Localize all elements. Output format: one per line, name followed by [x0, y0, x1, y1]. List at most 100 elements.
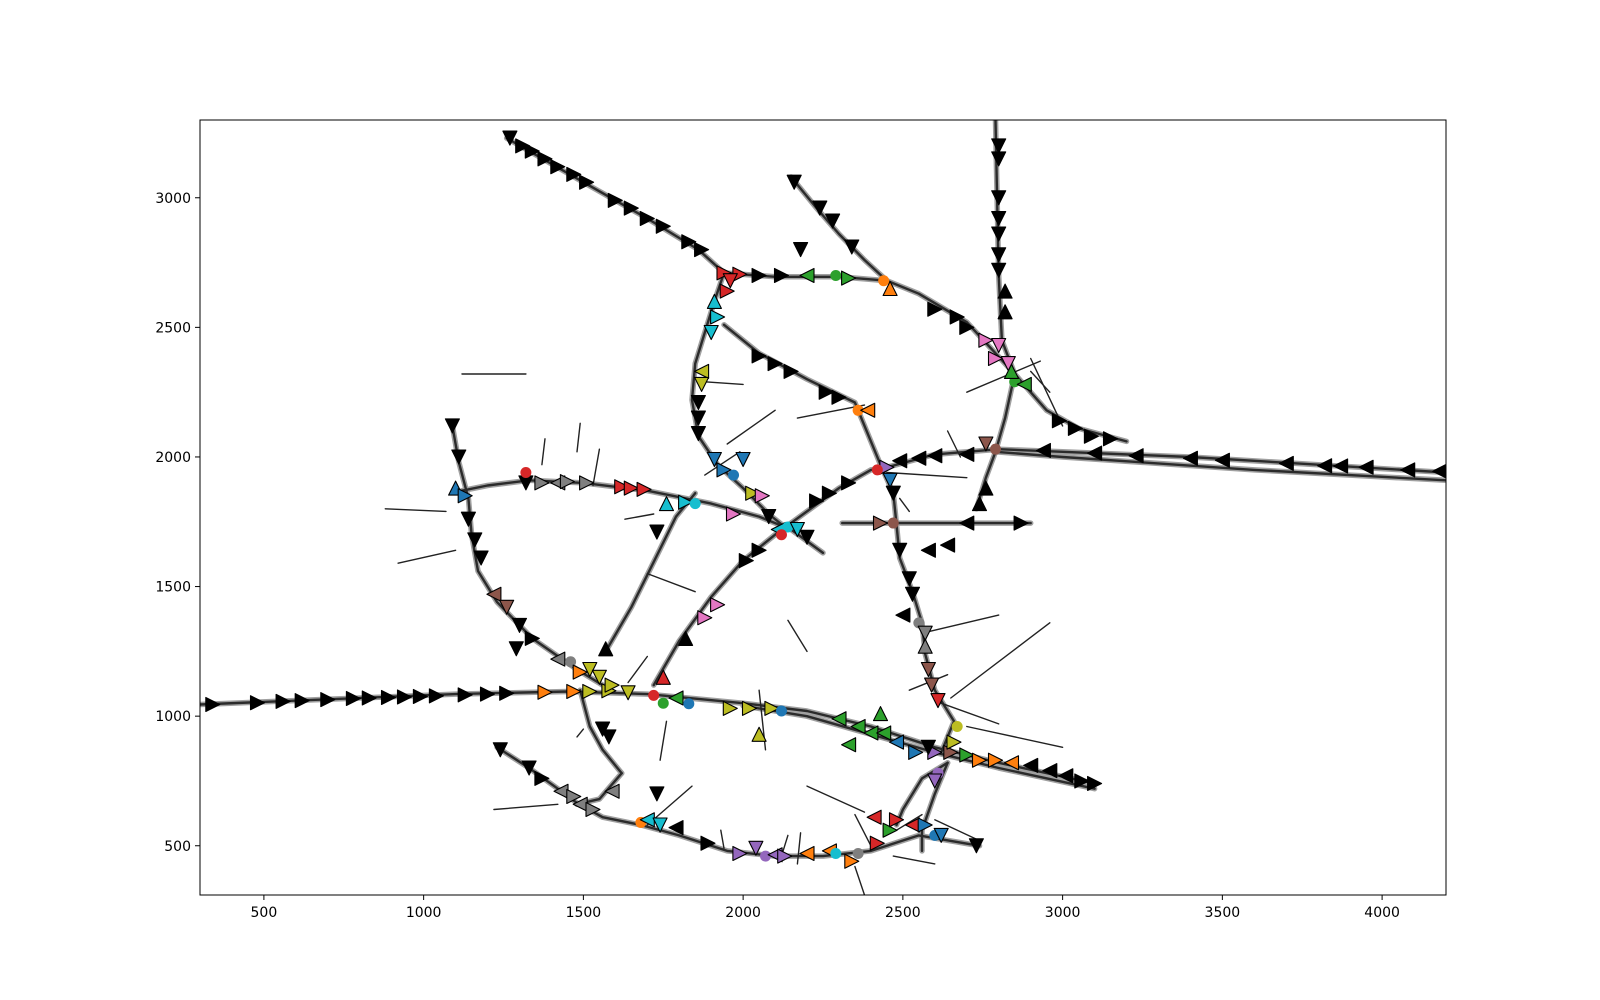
connector-15 — [787, 619, 808, 653]
direction-marker-tri-right — [872, 515, 889, 531]
direction-marker-tri-down — [793, 242, 809, 258]
direction-marker-tri-right — [754, 488, 770, 504]
connector-17 — [966, 725, 1064, 748]
connector-21 — [493, 803, 559, 811]
direction-marker-tri-right — [927, 301, 943, 317]
direction-marker-tri-right — [978, 332, 994, 348]
node-dot — [871, 464, 883, 476]
direction-marker-tri-up — [882, 280, 898, 297]
connector-35 — [946, 430, 962, 458]
direction-marker-tri-left — [876, 725, 892, 741]
direction-marker-tri-left — [1035, 442, 1051, 459]
direction-marker-tri-left — [1333, 458, 1349, 474]
y-tick-label: 3000 — [155, 191, 191, 207]
direction-marker-tri-left — [1003, 755, 1020, 771]
direction-marker-tri-down — [492, 742, 508, 758]
direction-marker-tri-right — [249, 695, 266, 711]
direction-marker-tri-right — [831, 389, 847, 405]
direction-marker-tri-down — [991, 190, 1007, 206]
connector-2 — [646, 572, 696, 593]
road-15 — [604, 492, 697, 653]
node-dot — [728, 469, 740, 481]
direction-marker-tri-right — [1013, 515, 1029, 531]
node-dot — [990, 443, 1002, 455]
x-tick-label: 4000 — [1364, 905, 1400, 921]
direction-marker-tri-right — [908, 744, 924, 760]
direction-marker-tri-down — [690, 426, 706, 442]
node-dot — [648, 689, 660, 701]
direction-marker-tri-left — [1023, 757, 1039, 773]
direction-marker-tri-left — [1016, 376, 1032, 392]
direction-marker-tri-up — [678, 630, 694, 646]
direction-marker-tri-right — [499, 685, 515, 701]
node-dot — [657, 697, 669, 709]
connector-33 — [886, 471, 968, 479]
direction-marker-tri-left — [841, 737, 857, 753]
direction-marker-tri-left — [940, 537, 956, 553]
connector-9 — [576, 422, 581, 453]
direction-marker-tri-left — [668, 820, 684, 836]
direction-marker-tri-right — [534, 475, 550, 491]
direction-marker-tri-down — [844, 239, 860, 255]
connector-4 — [726, 409, 776, 445]
direction-marker-tri-right — [917, 817, 933, 833]
node-dot — [520, 467, 532, 479]
node-dot — [565, 656, 577, 668]
direction-marker-tri-right — [537, 684, 553, 700]
node-dot — [759, 850, 771, 862]
direction-marker-tri-down — [904, 586, 921, 602]
direction-marker-tri-right — [566, 166, 582, 182]
direction-marker-tri-down — [508, 641, 524, 657]
direction-marker-tri-down — [991, 138, 1007, 154]
connector-27 — [895, 813, 923, 831]
direction-marker-tri-down — [991, 262, 1007, 278]
direction-marker-tri-right — [537, 151, 553, 167]
direction-marker-tri-right — [716, 265, 732, 281]
direction-marker-tri-left — [1278, 455, 1294, 471]
direction-marker-tri-right — [987, 350, 1004, 367]
direction-marker-tri-up — [872, 706, 889, 722]
direction-marker-tri-down — [991, 226, 1007, 242]
node-dot — [852, 848, 864, 860]
direction-marker-tri-left — [850, 718, 866, 735]
connector-3 — [704, 381, 744, 386]
direction-marker-tri-right — [566, 788, 582, 805]
direction-marker-tri-right — [457, 687, 473, 703]
direction-marker-tri-right — [959, 319, 975, 335]
x-tick-label: 1000 — [406, 905, 442, 921]
road-4 — [789, 175, 889, 282]
direction-marker-tri-right — [1087, 775, 1103, 792]
direction-marker-tri-right — [751, 267, 767, 284]
direction-marker-tri-right — [725, 506, 742, 522]
x-tick-label: 3500 — [1205, 905, 1241, 921]
direction-marker-tri-down — [991, 337, 1007, 354]
direction-marker-tri-down — [917, 625, 933, 641]
direction-marker-tri-right — [205, 696, 221, 713]
direction-marker-tri-right — [681, 234, 697, 250]
connector-10 — [541, 438, 546, 466]
direction-marker-tri-left — [486, 586, 502, 602]
direction-marker-tri-down — [930, 693, 946, 709]
road-19 — [579, 689, 623, 775]
direction-marker-tri-right — [579, 475, 595, 491]
x-tick-label: 1500 — [566, 905, 602, 921]
direction-marker-tri-left — [694, 363, 710, 379]
direction-marker-tri-down — [601, 729, 617, 745]
direction-marker-tri-left — [927, 448, 943, 464]
direction-marker-tri-right — [710, 597, 726, 613]
connector-24 — [796, 832, 802, 865]
direction-marker-tri-down — [927, 773, 943, 789]
direction-marker-tri-down — [968, 838, 984, 854]
connector-28 — [934, 819, 981, 842]
y-tick-label: 1000 — [155, 709, 191, 725]
direction-marker-tri-right — [524, 630, 540, 646]
connector-23 — [720, 829, 725, 849]
direction-marker-tri-down — [620, 685, 636, 701]
connector-32 — [576, 728, 585, 738]
direction-marker-tri-right — [1051, 413, 1067, 429]
direction-marker-tri-right — [566, 683, 582, 700]
connector-26 — [854, 813, 872, 847]
connector-29 — [892, 855, 936, 865]
direction-marker-tri-right — [1083, 428, 1099, 444]
